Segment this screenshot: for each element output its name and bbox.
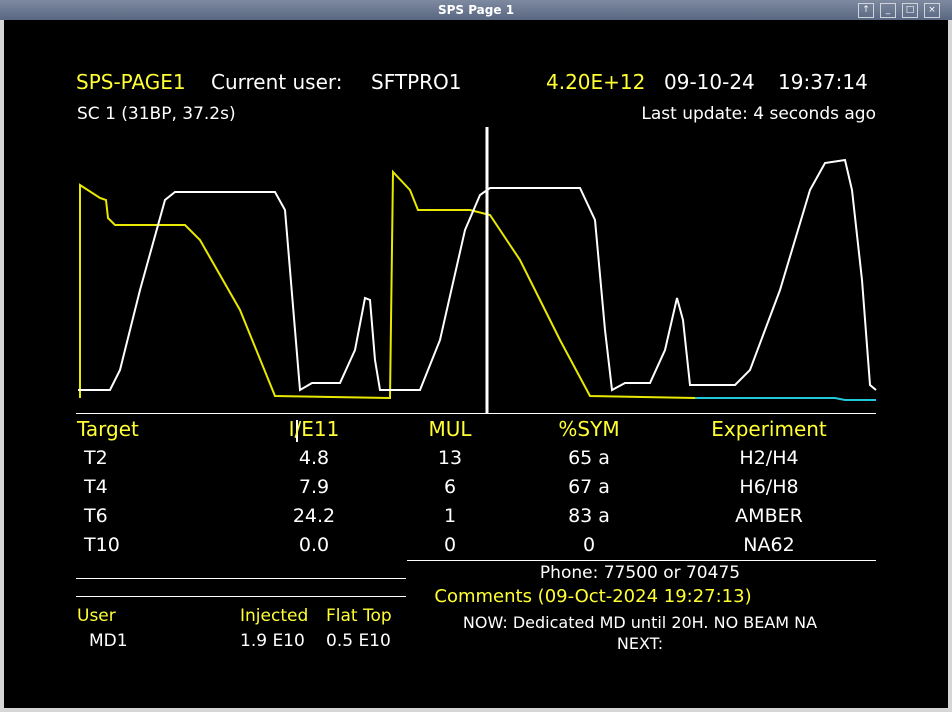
- cell: H2/H4: [739, 447, 799, 469]
- cyan-trace: [695, 397, 876, 401]
- cell: 0: [582, 534, 596, 556]
- time: 19:37:14: [778, 70, 868, 94]
- yellow-trace: [79, 169, 696, 400]
- window-title: SPS Page 1: [437, 3, 515, 17]
- white-trace: [78, 158, 877, 392]
- cell: 0: [443, 534, 457, 556]
- screen: SPS-PAGE1 Current user: SFTPRO1 4.20E+12 09-…: [4, 20, 948, 708]
- separator: [76, 596, 406, 597]
- page-name: SPS-PAGE1: [76, 70, 186, 94]
- cell: 65 a: [568, 447, 610, 469]
- user-column-header: Flat Top: [326, 606, 392, 626]
- cycle: SC 1 (31BP, 37.2s): [77, 104, 236, 124]
- cell: NA62: [743, 534, 795, 556]
- now-comment: NOW: Dedicated MD until 20H. NO BEAM NA: [462, 613, 818, 632]
- cell: AMBER: [735, 505, 803, 527]
- user-column-header: Injected: [240, 606, 309, 626]
- cell: 6: [443, 476, 457, 498]
- maximize-button[interactable]: □: [902, 3, 918, 18]
- column-header: %SYM: [558, 417, 620, 441]
- user-cell: MD1: [89, 631, 128, 651]
- column-header: Target: [77, 417, 139, 441]
- separator: [407, 560, 876, 561]
- user-cell: 0.5 E10: [326, 631, 391, 651]
- date: 09-10-24: [664, 70, 755, 94]
- user-column-header: User: [77, 606, 116, 626]
- cell: 83 a: [568, 505, 610, 527]
- column-header: MUL: [428, 417, 472, 441]
- cell: T10: [84, 534, 120, 556]
- cell: T6: [84, 505, 108, 527]
- column-header: Experiment: [711, 417, 827, 441]
- cell: T4: [84, 476, 108, 498]
- cell: 0.0: [298, 534, 330, 556]
- separator: [76, 413, 876, 414]
- close-button[interactable]: ×: [924, 3, 940, 18]
- separator: [76, 578, 406, 579]
- cell: 24.2: [292, 505, 336, 527]
- cell: 4.8: [298, 447, 330, 469]
- cell: 7.9: [298, 476, 330, 498]
- user-cell: 1.9 E10: [240, 631, 305, 651]
- user-label: Current user:: [211, 70, 343, 94]
- waveforms: [78, 127, 877, 442]
- user: SFTPRO1: [371, 70, 462, 94]
- minimize-button[interactable]: _: [880, 3, 896, 18]
- phone: Phone: 77500 or 70475: [539, 563, 741, 583]
- column-header: I/E11: [288, 417, 340, 441]
- cell: H6/H8: [739, 476, 799, 498]
- cell: 1: [443, 505, 457, 527]
- cell: T2: [84, 447, 108, 469]
- intensity: 4.20E+12: [546, 70, 646, 94]
- shade-button[interactable]: ↑: [858, 3, 874, 18]
- last-update: Last update: 4 seconds ago: [641, 104, 876, 124]
- cell: 13: [437, 447, 463, 469]
- next-comment: NEXT:: [616, 634, 664, 653]
- comments-title: Comments (09-Oct-2024 19:27:13): [434, 586, 752, 607]
- title-bar: SPS Page 1: [0, 0, 952, 20]
- cell: 67 a: [568, 476, 610, 498]
